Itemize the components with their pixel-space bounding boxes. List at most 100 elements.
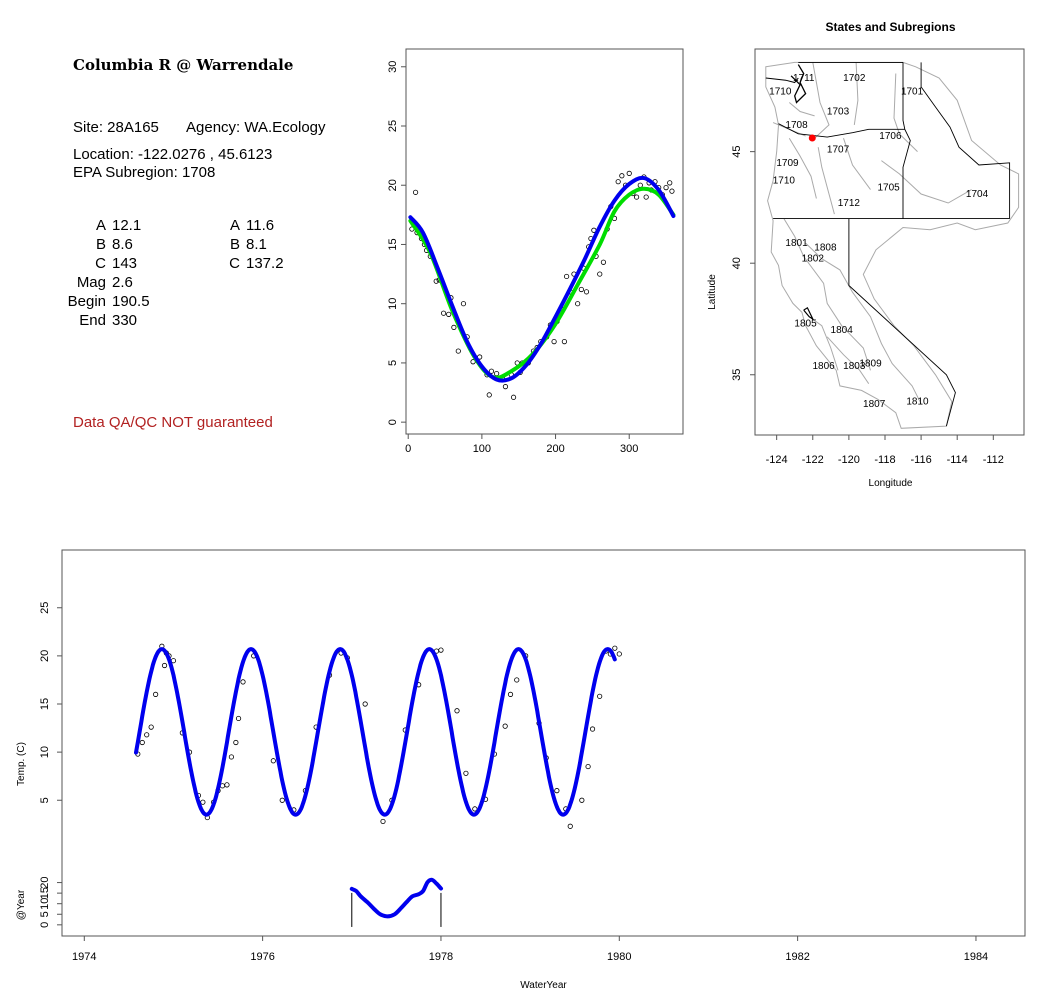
y-tick-label: 15 — [39, 887, 51, 899]
y-axis-label: Temp. (C) — [16, 742, 27, 786]
data-point — [600, 259, 607, 265]
data-point — [494, 370, 500, 377]
subregion-label: 1708 — [785, 120, 808, 131]
data-point — [148, 724, 154, 730]
data-point — [486, 392, 492, 398]
data-point — [663, 185, 669, 191]
param-label: B — [95, 236, 106, 253]
data-point — [633, 194, 640, 200]
param-label: End — [79, 312, 106, 329]
data-point — [579, 797, 585, 803]
subregion-label: 1704 — [966, 189, 989, 200]
qa-note: Data QA/QC NOT guaranteed — [73, 414, 273, 431]
y-tick-label: 35 — [731, 369, 743, 381]
data-point — [233, 739, 239, 746]
site-title: Columbia R @ Warrendale — [73, 56, 294, 74]
data-point — [667, 180, 673, 186]
subregion-label: 1809 — [859, 359, 882, 370]
y-axis-label: Latitude — [707, 274, 718, 310]
y-tick-label: 15 — [39, 698, 51, 710]
data-point — [240, 679, 246, 685]
data-point — [616, 651, 622, 657]
data-point — [502, 723, 508, 729]
data-point — [597, 693, 603, 699]
data-point — [637, 182, 643, 188]
y-tick-label: 30 — [387, 61, 399, 73]
subregion-boundary — [808, 316, 839, 371]
subregion-label: 1712 — [838, 198, 861, 209]
param-row: A 12.1 A 11.6 — [58, 216, 312, 235]
site-marker — [808, 134, 816, 142]
agency-label: Agency: WA.Ecology — [186, 119, 326, 136]
data-point — [564, 273, 570, 280]
param-value: 190.5 — [112, 293, 150, 310]
subregion-boundary — [843, 138, 871, 190]
data-point — [585, 763, 591, 770]
param-value: 8.6 — [112, 236, 133, 253]
y-tick-label: 5 — [39, 797, 51, 803]
data-point — [153, 691, 159, 697]
param-value-alt: 137.2 — [246, 255, 284, 272]
data-point — [235, 715, 242, 722]
data-point — [455, 348, 461, 354]
state-boundary — [848, 218, 956, 427]
subregion-label: 1705 — [877, 182, 900, 193]
x-tick-label: 1976 — [250, 951, 274, 963]
param-row: B 8.6 B 8.1 — [58, 235, 312, 254]
data-point — [597, 271, 603, 277]
data-point — [161, 662, 168, 669]
y-tick-label: 20 — [39, 650, 51, 662]
site-id-label: Site: 28A165 — [73, 119, 159, 136]
param-label: C — [95, 255, 106, 272]
subregion-label: 1804 — [831, 325, 854, 336]
fit-curve-secondary — [408, 186, 676, 380]
x-tick-label: -116 — [910, 454, 931, 466]
data-point — [578, 286, 584, 293]
data-point — [412, 189, 419, 195]
x-tick-label: 300 — [620, 443, 638, 455]
subregion-boundary — [853, 62, 859, 125]
subregion-label: 1707 — [827, 144, 850, 155]
data-point — [446, 311, 452, 317]
param-value: 143 — [112, 255, 138, 272]
param-row: Mag 2.6 — [58, 273, 312, 292]
y-tick-label: 20 — [387, 179, 399, 191]
x-tick-label: 100 — [473, 443, 491, 455]
x-tick-label: 1978 — [429, 951, 453, 963]
subregion-boundary — [817, 147, 835, 215]
data-point — [144, 732, 150, 738]
data-point — [615, 179, 621, 185]
subregion-boundary — [805, 242, 922, 405]
data-point — [507, 691, 514, 697]
data-point — [619, 173, 625, 179]
map-frame — [754, 48, 1025, 436]
fit-curve-primary — [408, 175, 676, 383]
subregion-label: 1803 — [843, 361, 866, 372]
data-point — [454, 708, 460, 714]
x-tick-label: 1980 — [607, 951, 631, 963]
data-point — [433, 278, 439, 284]
subregion-label: 1810 — [906, 397, 929, 408]
subregion-label: 1709 — [776, 158, 799, 169]
subregion-boundary — [881, 160, 972, 204]
x-tick-label: 1982 — [785, 951, 809, 963]
strait-outline — [765, 77, 799, 84]
subregion-label: 1801 — [785, 238, 808, 249]
subregion-label: 1802 — [802, 254, 825, 265]
y-tick-label: 10 — [39, 898, 51, 910]
subregion-map: States and Subregions -124 -122 -120 -118 -11… — [707, 20, 1025, 489]
subregion-boundary — [783, 218, 871, 371]
param-label: A — [95, 217, 106, 234]
region-outline — [765, 61, 1020, 429]
data-point — [554, 788, 560, 794]
data-point — [279, 797, 285, 803]
param-row: C 143 C 137.2 — [58, 254, 312, 273]
x-tick-label: 1984 — [964, 951, 988, 963]
data-point — [612, 645, 618, 651]
data-point — [561, 338, 567, 345]
data-point — [551, 338, 557, 345]
x-tick-label: -124 — [766, 454, 788, 466]
data-point — [224, 782, 230, 788]
subregion-label: 1703 — [827, 106, 850, 117]
puget-sound-outline — [790, 64, 807, 104]
